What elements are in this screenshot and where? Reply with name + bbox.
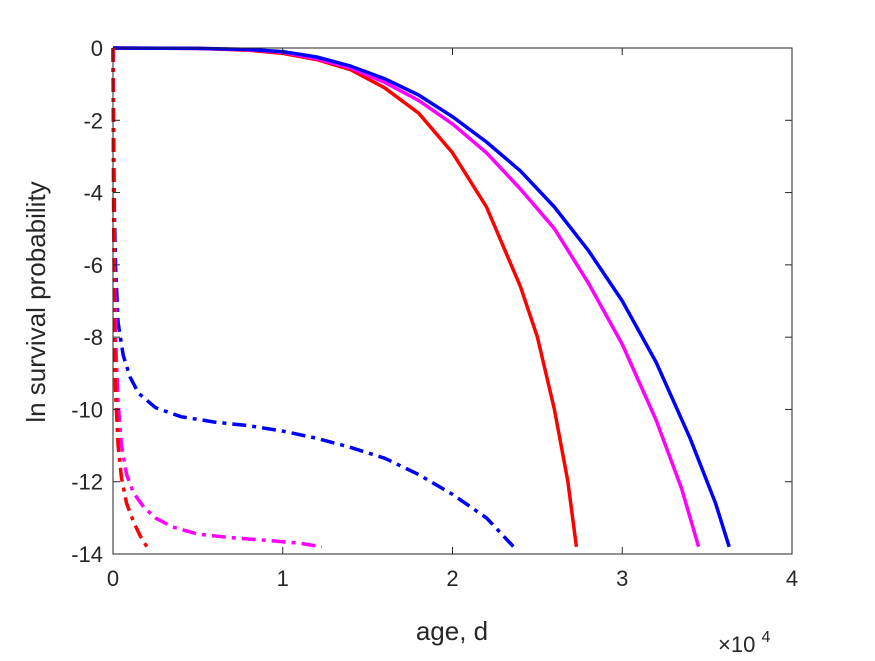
x-tick-label: 0 bbox=[107, 566, 119, 591]
y-tick-label: 0 bbox=[91, 36, 103, 61]
y-tick-label: -4 bbox=[83, 181, 103, 206]
x-tick-label: 3 bbox=[616, 566, 628, 591]
y-tick-label: -12 bbox=[71, 470, 103, 495]
y-tick-label: -10 bbox=[71, 397, 103, 422]
x-axis-exponent-base: ×10 bbox=[718, 632, 755, 656]
series-line-6-dashdot bbox=[111, 47, 149, 548]
y-axis-title: ln survival probability bbox=[21, 181, 51, 422]
x-axis-exponent: ×10 4 bbox=[718, 629, 770, 656]
x-ticks-layer: 0 1 2 3 4 bbox=[107, 48, 798, 591]
x-axis-exponent-power: 4 bbox=[761, 629, 770, 646]
y-tick-label: -2 bbox=[83, 108, 103, 133]
series-layer bbox=[111, 46, 731, 549]
y-tick-label: -6 bbox=[83, 253, 103, 278]
x-tick-label: 4 bbox=[786, 566, 798, 591]
series-line-3-solid bbox=[112, 46, 731, 548]
x-tick-label: 2 bbox=[446, 566, 458, 591]
x-axis-title: age, d bbox=[416, 616, 488, 646]
y-tick-label: -8 bbox=[83, 325, 103, 350]
series-line-4-dashdot bbox=[111, 47, 515, 548]
y-ticks-layer: 0 -2 -4 -6 -8 -10 -12 -14 bbox=[71, 36, 792, 567]
y-tick-label: -14 bbox=[71, 542, 103, 567]
x-tick-label: 1 bbox=[277, 566, 289, 591]
